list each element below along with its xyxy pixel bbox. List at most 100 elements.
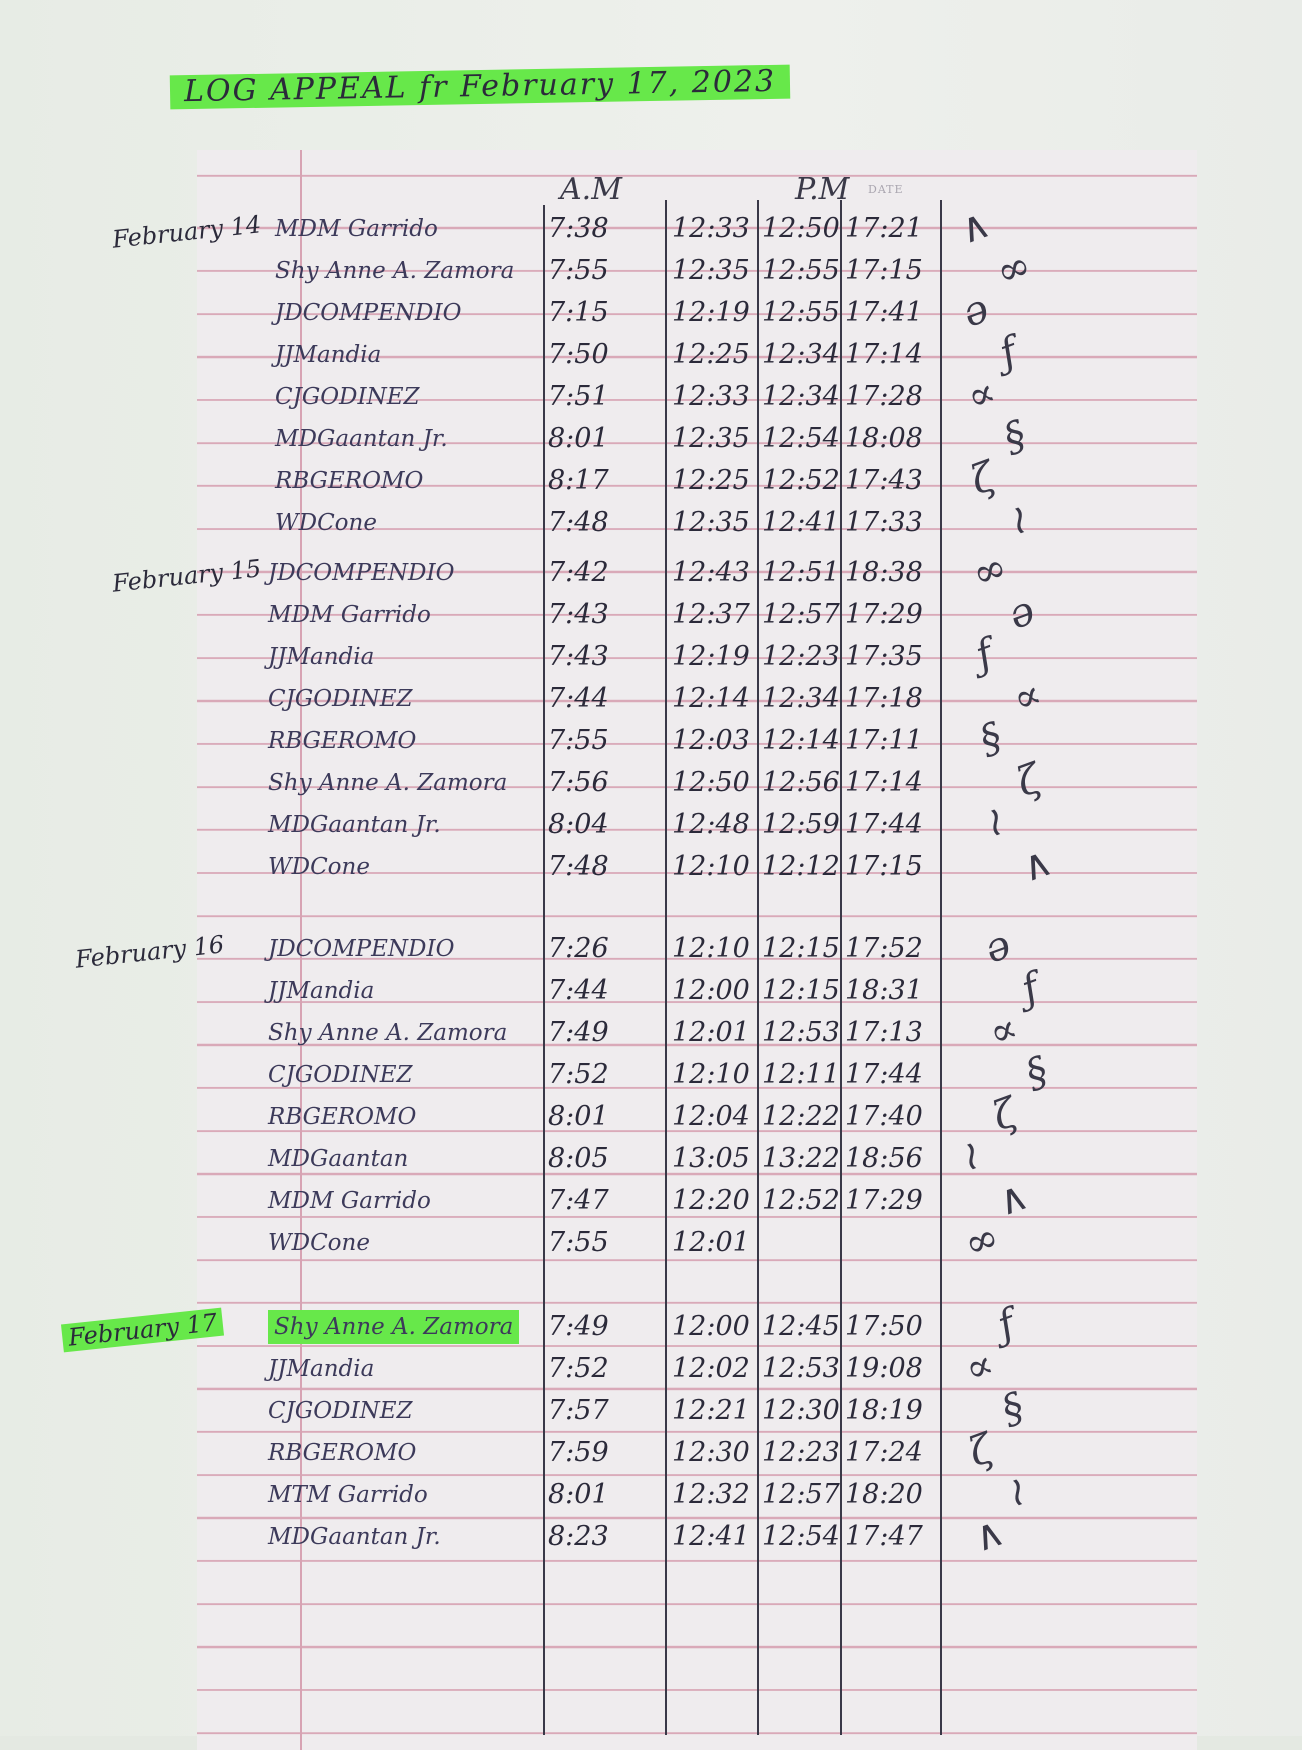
pm-out-time: 17:44 [845, 1059, 923, 1090]
am-in-time: 7:52 [548, 1353, 609, 1384]
column-divider [665, 200, 667, 1735]
column-divider [940, 200, 942, 1735]
pm-out-time: 18:19 [845, 1395, 923, 1426]
am-out-time: 12:43 [672, 557, 750, 588]
pm-in-time: 12:14 [762, 725, 840, 756]
pm-in-time: 12:59 [762, 809, 840, 840]
pm-in-time: 12:55 [762, 297, 840, 328]
employee-name: MDGaantan [268, 1146, 409, 1172]
pm-out-time: 18:38 [845, 557, 923, 588]
column-divider [757, 200, 759, 1735]
employee-name: MDGaantan Jr. [268, 812, 441, 838]
am-out-time: 12:02 [672, 1353, 750, 1384]
column-divider [543, 205, 545, 1735]
am-out-time: 12:25 [672, 339, 750, 370]
employee-name: MTM Garrido [268, 1482, 428, 1508]
am-out-time: 12:19 [672, 641, 750, 672]
am-in-time: 7:49 [548, 1017, 609, 1048]
employee-name: WDCone [268, 854, 370, 880]
am-in-time: 7:43 [548, 641, 609, 672]
employee-name: CJGODINEZ [275, 384, 420, 410]
pm-out-time: 17:15 [845, 255, 923, 286]
pm-in-time: 12:34 [762, 339, 840, 370]
am-out-time: 12:10 [672, 1059, 750, 1090]
pm-in-time: 12:52 [762, 1185, 840, 1216]
employee-name: WDCone [275, 510, 377, 536]
am-out-time: 12:35 [672, 423, 750, 454]
am-out-time: 12:35 [672, 507, 750, 538]
am-in-time: 7:44 [548, 975, 609, 1006]
pm-in-time: 12:34 [762, 381, 840, 412]
employee-name: MDGaantan Jr. [268, 1524, 441, 1550]
employee-name: MDM Garrido [268, 1188, 431, 1214]
pm-out-time: 19:08 [845, 1353, 923, 1384]
am-out-time: 12:33 [672, 213, 750, 244]
employee-name: JJMandia [268, 978, 375, 1004]
pm-out-time: 18:56 [845, 1143, 923, 1174]
employee-name: JDCOMPENDIO [275, 300, 462, 326]
am-out-time: 12:04 [672, 1101, 750, 1132]
pm-in-time: 12:57 [762, 599, 840, 630]
am-out-time: 12:30 [672, 1437, 750, 1468]
am-in-time: 7:52 [548, 1059, 609, 1090]
employee-name: CJGODINEZ [268, 1062, 413, 1088]
am-out-time: 12:00 [672, 1311, 750, 1342]
am-out-time: 12:01 [672, 1227, 750, 1258]
am-in-time: 7:44 [548, 683, 609, 714]
am-out-time: 12:19 [672, 297, 750, 328]
employee-name: RBGEROMO [268, 728, 417, 754]
am-out-time: 12:01 [672, 1017, 750, 1048]
am-in-time: 7:15 [548, 297, 609, 328]
employee-name: CJGODINEZ [268, 686, 413, 712]
pm-in-time: 12:30 [762, 1395, 840, 1426]
am-out-time: 12:25 [672, 465, 750, 496]
employee-name: MDM Garrido [275, 216, 438, 242]
pm-in-time: 12:54 [762, 423, 840, 454]
employee-name: RBGEROMO [275, 468, 424, 494]
pm-out-time: 17:40 [845, 1101, 923, 1132]
am-in-time: 7:38 [548, 213, 609, 244]
pm-out-time: 17:14 [845, 767, 923, 798]
am-in-time: 7:56 [548, 767, 609, 798]
employee-name: CJGODINEZ [268, 1398, 413, 1424]
pm-in-time: 12:41 [762, 507, 840, 538]
pm-in-time: 12:15 [762, 933, 840, 964]
pm-out-time: 17:24 [845, 1437, 923, 1468]
am-in-time: 7:26 [548, 933, 609, 964]
am-out-time: 12:20 [672, 1185, 750, 1216]
pm-out-time: 17:18 [845, 683, 923, 714]
am-out-time: 12:50 [672, 767, 750, 798]
am-out-time: 12:03 [672, 725, 750, 756]
am-in-time: 7:47 [548, 1185, 609, 1216]
pm-in-time: 12:52 [762, 465, 840, 496]
am-out-time: 12:35 [672, 255, 750, 286]
margin-line [300, 150, 302, 1750]
am-in-time: 7:42 [548, 557, 609, 588]
pm-in-time: 12:50 [762, 213, 840, 244]
ruled-log-sheet [197, 150, 1197, 1750]
employee-name: WDCone [268, 1230, 370, 1256]
employee-name: MDGaantan Jr. [275, 426, 448, 452]
pm-out-time: 17:28 [845, 381, 923, 412]
pm-in-time: 12:51 [762, 557, 840, 588]
am-in-time: 7:55 [548, 255, 609, 286]
am-out-time: 12:10 [672, 933, 750, 964]
pm-out-time: 17:15 [845, 851, 923, 882]
am-in-time: 8:01 [548, 1479, 609, 1510]
am-header: A.M [560, 172, 622, 207]
pm-out-time: 17:47 [845, 1521, 923, 1552]
am-in-time: 7:55 [548, 1227, 609, 1258]
employee-name: JJMandia [275, 342, 382, 368]
am-in-time: 7:49 [548, 1311, 609, 1342]
am-in-time: 7:51 [548, 381, 609, 412]
pm-in-time: 12:54 [762, 1521, 840, 1552]
pm-out-time: 17:52 [845, 933, 923, 964]
am-in-time: 8:05 [548, 1143, 609, 1174]
am-in-time: 8:04 [548, 809, 609, 840]
column-divider [840, 200, 842, 1735]
am-in-time: 8:23 [548, 1521, 609, 1552]
pm-out-time: 17:29 [845, 1185, 923, 1216]
am-in-time: 7:43 [548, 599, 609, 630]
am-out-time: 12:41 [672, 1521, 750, 1552]
pm-out-time: 17:44 [845, 809, 923, 840]
